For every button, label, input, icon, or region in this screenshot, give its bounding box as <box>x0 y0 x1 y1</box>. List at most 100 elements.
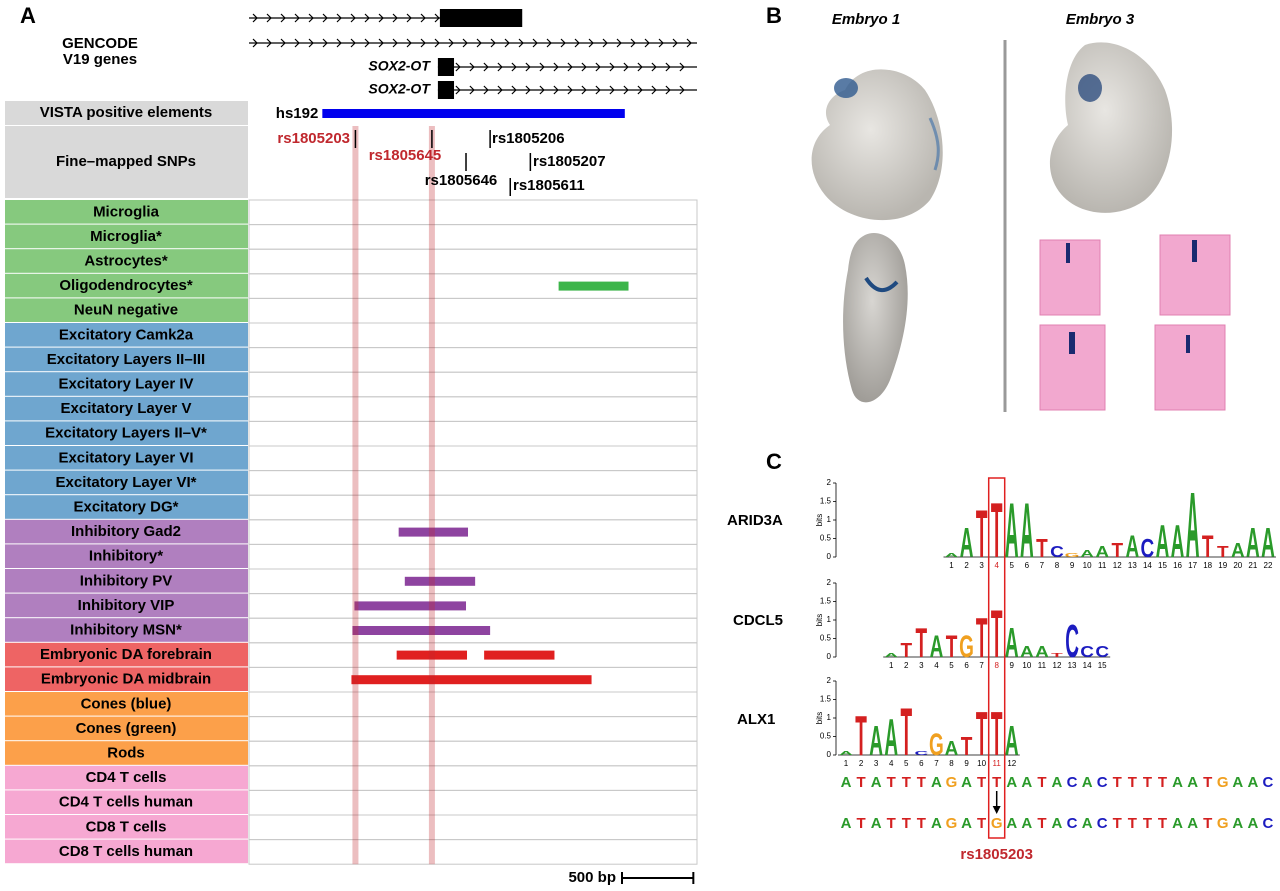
track-label: Excitatory Layers II–V* <box>45 425 207 442</box>
logo-letter: A <box>945 552 959 558</box>
strand-arrow <box>476 38 482 48</box>
scale-bar-label: 500 bp <box>568 869 616 886</box>
logo-letter: T <box>1202 530 1214 564</box>
strand-arrow <box>553 85 559 95</box>
track-label: Excitatory Layer V <box>61 400 192 417</box>
sequence-base: T <box>977 774 986 791</box>
sequence-base: T <box>977 815 986 832</box>
sequence-base: T <box>856 815 865 832</box>
strand-arrow <box>637 85 643 95</box>
logo-position: 6 <box>964 661 969 670</box>
track-label-cell <box>5 839 248 864</box>
sequence-base: A <box>1172 815 1183 832</box>
track-row <box>248 740 698 767</box>
sequence-base: T <box>856 774 865 791</box>
logo-position: 4 <box>994 561 999 570</box>
gene-label: SOX2-OT <box>368 81 431 97</box>
logo-position: 10 <box>1022 661 1031 670</box>
embryo-label: Embryo 3 <box>1066 11 1135 28</box>
sequence-base: A <box>931 815 942 832</box>
logo-letter: T <box>1036 533 1048 563</box>
strand-arrow <box>609 85 615 95</box>
sequence-base: A <box>1232 774 1243 791</box>
logo-position: 10 <box>1083 561 1092 570</box>
gencode-label: V19 genes <box>63 51 137 68</box>
peak <box>352 626 491 635</box>
embryo-images <box>811 40 1231 412</box>
sequence-base: G <box>1217 815 1229 832</box>
track-label-cell <box>5 347 248 372</box>
strand-arrow <box>364 38 370 48</box>
embryo <box>1049 42 1173 213</box>
sequence-base: A <box>961 774 972 791</box>
track-row <box>248 691 698 718</box>
track-label-cell <box>5 224 248 249</box>
sequence-base: C <box>1097 815 1108 832</box>
sequence-base: A <box>1006 815 1017 832</box>
logo-tick-label: 1.5 <box>820 597 832 606</box>
track-label-cell <box>5 569 248 593</box>
sequence-base: A <box>1052 774 1063 791</box>
track-row <box>248 322 698 349</box>
strand-arrow <box>532 38 538 48</box>
strand-arrow <box>525 62 531 72</box>
sequence-base: A <box>1247 774 1258 791</box>
stain <box>834 78 858 98</box>
logo-letter: A <box>884 710 898 767</box>
sequence-base: A <box>1247 815 1258 832</box>
strand-arrow <box>518 38 524 48</box>
logo-letter: T <box>1217 543 1229 561</box>
track-label: CD8 T cells human <box>59 843 193 860</box>
vista-element <box>322 109 625 118</box>
sequence-base: T <box>992 774 1001 791</box>
motif-name: ARID3A <box>727 512 783 529</box>
logo-letter: A <box>1095 543 1109 561</box>
strand-arrow <box>616 38 622 48</box>
logo-letter: A <box>1186 474 1200 578</box>
logo-letter: C <box>914 750 928 756</box>
logo-position: 22 <box>1264 561 1273 570</box>
logo-letter: T <box>976 497 988 572</box>
sequence-base: A <box>1006 774 1017 791</box>
logo-position: 20 <box>1233 561 1242 570</box>
track-label: Microglia* <box>90 228 162 245</box>
track-label-cell <box>5 741 248 765</box>
strand-arrow <box>595 85 601 95</box>
track-row <box>248 199 698 226</box>
sequence-base: G <box>946 815 958 832</box>
logo-position: 12 <box>1053 661 1062 670</box>
strand-arrow <box>483 85 489 95</box>
logo-position: 4 <box>934 661 939 670</box>
logo-letter: T <box>900 639 912 662</box>
track-label: Rods <box>107 744 145 761</box>
strand-arrow <box>511 85 517 95</box>
sequence-base: T <box>902 815 911 832</box>
peak <box>351 675 592 685</box>
track-label: CD4 T cells human <box>59 794 193 811</box>
strand-arrow <box>553 62 559 72</box>
strand-arrow <box>637 62 643 72</box>
sequence-base: A <box>1021 774 1032 791</box>
logo-position: 9 <box>964 759 969 768</box>
track-label: Excitatory Layers II–III <box>47 351 205 368</box>
snp-box <box>987 477 1006 839</box>
strand-arrow <box>322 38 328 48</box>
logo-tick-label: 0.5 <box>820 534 832 543</box>
track-row <box>248 593 698 619</box>
sequence-base: A <box>1187 774 1198 791</box>
strand-arrow <box>364 13 370 23</box>
strand-arrow <box>595 62 601 72</box>
logo-letter: C <box>1141 533 1155 563</box>
strand-arrow <box>658 38 664 48</box>
track-label: Excitatory Layer VI* <box>56 474 197 491</box>
logo-letter: A <box>1156 515 1170 567</box>
logo-letter: A <box>1171 515 1185 567</box>
logo-position: 12 <box>1113 561 1122 570</box>
section <box>1039 234 1231 411</box>
strand-arrow <box>497 62 503 72</box>
track-row <box>248 716 698 742</box>
strand-arrow <box>406 13 412 23</box>
logo-tick-label: 2 <box>827 478 832 487</box>
track-row <box>248 814 698 841</box>
strand-arrow <box>469 62 475 72</box>
